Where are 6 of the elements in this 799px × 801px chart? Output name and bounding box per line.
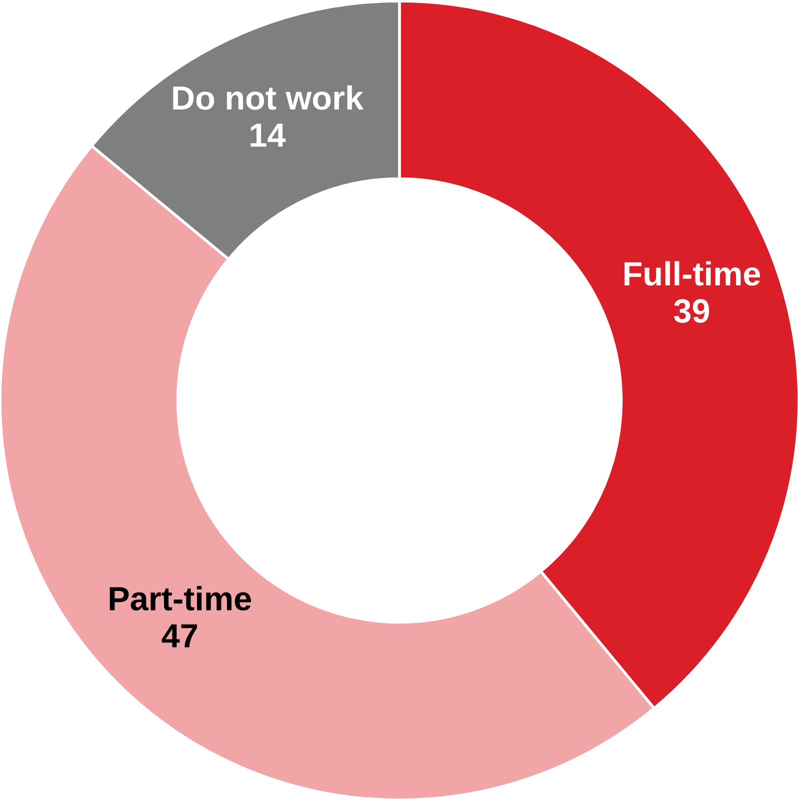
slice-label: Part-time: [110, 586, 251, 611]
data-label: 39: [674, 299, 710, 323]
data-label: 47: [162, 624, 197, 648]
slice-label: Full-time: [624, 261, 760, 286]
data-label: 14: [250, 124, 286, 147]
slice-label: Do not work: [173, 85, 364, 110]
